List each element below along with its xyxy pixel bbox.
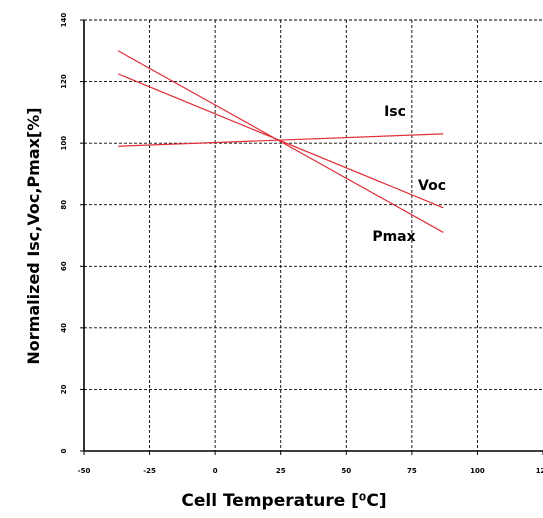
y-tick-label: 120	[60, 74, 68, 89]
y-tick-label: 0	[60, 448, 68, 453]
y-tick-label: 40	[60, 323, 68, 333]
x-tick-label: 75	[407, 467, 417, 475]
axes	[80, 19, 543, 455]
series-labels: Isc Voc Pmax	[372, 104, 446, 245]
series-line-isc	[118, 133, 444, 147]
series-label-pmax: Pmax	[372, 229, 415, 245]
x-tick-label: 25	[276, 467, 286, 475]
series	[117, 50, 444, 233]
series-line-pmax	[117, 50, 444, 233]
x-axis-title: Cell Temperature [⁰C]	[181, 491, 386, 511]
x-tick-label: 50	[341, 467, 351, 475]
x-tick-label: 0	[213, 467, 218, 475]
y-tick-label: 140	[60, 13, 68, 28]
y-tick-label: 60	[60, 261, 68, 271]
x-tick-labels: -50 -25 0 25 50 75 100 125	[78, 467, 543, 475]
x-tick-label: 100	[470, 467, 485, 475]
y-tick-label: 20	[60, 384, 68, 394]
series-label-voc: Voc	[418, 178, 446, 194]
x-tick-label: 125	[536, 467, 543, 475]
x-tick-label: -25	[143, 467, 156, 475]
y-tick-label: 100	[60, 136, 68, 151]
x-tick-label: -50	[78, 467, 91, 475]
series-line-voc	[117, 73, 444, 209]
grid	[84, 19, 543, 451]
y-tick-label: 80	[60, 200, 68, 210]
series-label-isc: Isc	[384, 104, 406, 120]
plot-area	[84, 20, 543, 451]
y-tick-labels: 0 20 40 60 80 100 120 140	[60, 13, 68, 454]
y-axis-title: Normalized Isc,Voc,Pmax[%]	[24, 107, 43, 364]
